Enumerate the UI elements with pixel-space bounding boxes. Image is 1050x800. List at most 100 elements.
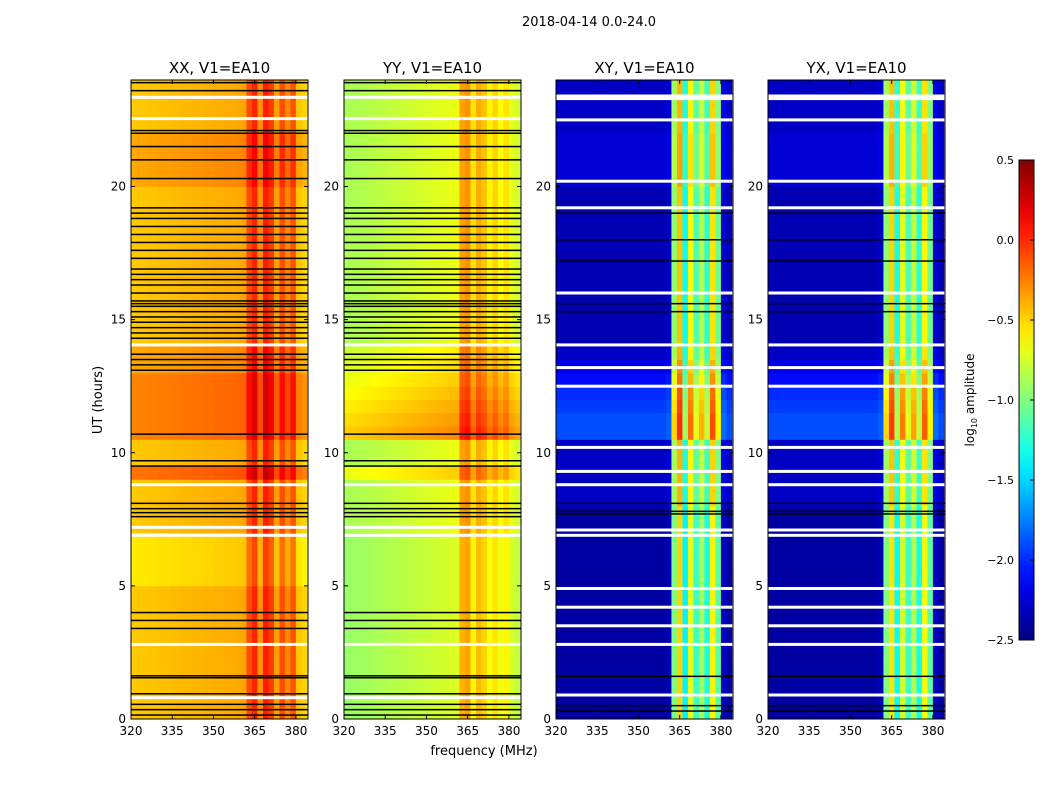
heatmap-cell <box>257 679 264 693</box>
heatmap-cell <box>404 359 411 374</box>
heatmap-cell <box>382 625 389 640</box>
heatmap-cell <box>354 412 361 427</box>
heatmap-cell <box>290 346 297 360</box>
heatmap-cell <box>698 346 705 360</box>
heatmap-cell <box>284 106 291 121</box>
heatmap-cell <box>354 226 361 241</box>
heatmap-cell <box>627 532 634 547</box>
heatmap-cell <box>486 319 493 334</box>
heatmap-cell <box>709 253 716 267</box>
heatmap-cell <box>577 585 584 600</box>
heatmap-cell <box>938 679 945 693</box>
heatmap-cell <box>268 399 275 414</box>
heatmap-cell <box>290 159 297 174</box>
heatmap-cell <box>202 665 209 680</box>
heatmap-cell <box>202 572 209 587</box>
heatmap-cell <box>453 466 460 480</box>
heatmap-cell <box>676 239 683 254</box>
heatmap-cell <box>442 665 449 680</box>
heatmap-cell <box>632 372 639 387</box>
heatmap-cell <box>453 665 460 680</box>
heatmap-cell <box>704 705 711 719</box>
heatmap-cell <box>605 639 612 653</box>
heatmap-cell <box>649 319 656 334</box>
heatmap-cell <box>583 532 590 547</box>
heatmap-cell <box>927 665 934 680</box>
flagged-row <box>344 132 521 134</box>
heatmap-cell <box>409 306 416 321</box>
heatmap-cell <box>240 146 247 161</box>
heatmap-cell <box>290 625 297 640</box>
heatmap-cell <box>290 239 297 254</box>
heatmap-cell <box>404 652 411 667</box>
heatmap-cell <box>426 372 433 387</box>
heatmap-cell <box>556 612 562 627</box>
heatmap-cell <box>492 679 499 693</box>
heatmap-cell <box>486 306 493 321</box>
heatmap-cell <box>273 559 280 573</box>
heatmap-cell <box>290 572 297 587</box>
heatmap-cell <box>599 106 606 121</box>
heatmap-cell <box>273 679 280 693</box>
heatmap-cell <box>448 319 455 334</box>
heatmap-cell <box>704 332 711 347</box>
heatmap-cell <box>180 625 187 640</box>
heatmap-cell <box>409 239 416 254</box>
heatmap-cell <box>687 213 694 227</box>
heatmap-cell <box>508 213 515 227</box>
heatmap-cell <box>240 159 247 174</box>
heatmap-cell <box>693 572 700 587</box>
heatmap-cell <box>588 492 595 507</box>
heatmap-cell <box>588 532 595 547</box>
heatmap-cell <box>715 506 722 520</box>
heatmap-cell <box>638 426 645 440</box>
heatmap-cell <box>354 439 361 454</box>
heatmap-cell <box>720 639 727 653</box>
heatmap-cell <box>202 93 209 108</box>
missing-data-row <box>556 533 733 537</box>
heatmap-cell <box>566 372 573 387</box>
heatmap-cell <box>131 159 137 174</box>
heatmap-cell <box>577 506 584 520</box>
heatmap-cell <box>229 266 236 281</box>
heatmap-cell <box>295 359 302 374</box>
heatmap-cell <box>459 426 466 440</box>
heatmap-cell <box>354 665 361 680</box>
heatmap-cell <box>508 599 515 613</box>
heatmap-cell <box>486 545 493 560</box>
flagged-row <box>131 353 308 355</box>
heatmap-cell <box>800 652 807 667</box>
panel-frame <box>130 79 309 720</box>
heatmap-cell <box>207 386 214 400</box>
heatmap-cell <box>262 692 269 707</box>
heatmap-cell <box>207 532 214 547</box>
heatmap-cell <box>566 399 573 414</box>
heatmap-cell <box>698 372 705 387</box>
heatmap-cell <box>654 652 661 667</box>
heatmap-cell <box>486 346 493 360</box>
heatmap-cell <box>257 399 264 414</box>
heatmap-cell <box>262 199 269 214</box>
heatmap-cell <box>136 146 143 161</box>
heatmap-cell <box>616 226 623 241</box>
heatmap-cell <box>795 652 802 667</box>
heatmap-cell <box>349 226 356 241</box>
heatmap-cell <box>492 332 499 347</box>
flagged-row <box>131 332 308 334</box>
heatmap-cell <box>910 665 917 680</box>
heatmap-cell <box>290 679 297 693</box>
heatmap-cell <box>185 253 192 267</box>
flagged-row <box>344 369 521 371</box>
heatmap-cell <box>371 639 378 653</box>
heatmap-cell <box>163 612 170 627</box>
heatmap-cell <box>654 293 661 307</box>
heatmap-cell <box>284 439 291 454</box>
heatmap-cell <box>295 266 302 281</box>
heatmap-cell <box>196 612 203 627</box>
heatmap-cell <box>158 399 165 414</box>
heatmap-cell <box>191 692 198 707</box>
heatmap-cell <box>295 372 302 387</box>
heatmap-cell <box>393 612 400 627</box>
heatmap-cell <box>284 639 291 653</box>
